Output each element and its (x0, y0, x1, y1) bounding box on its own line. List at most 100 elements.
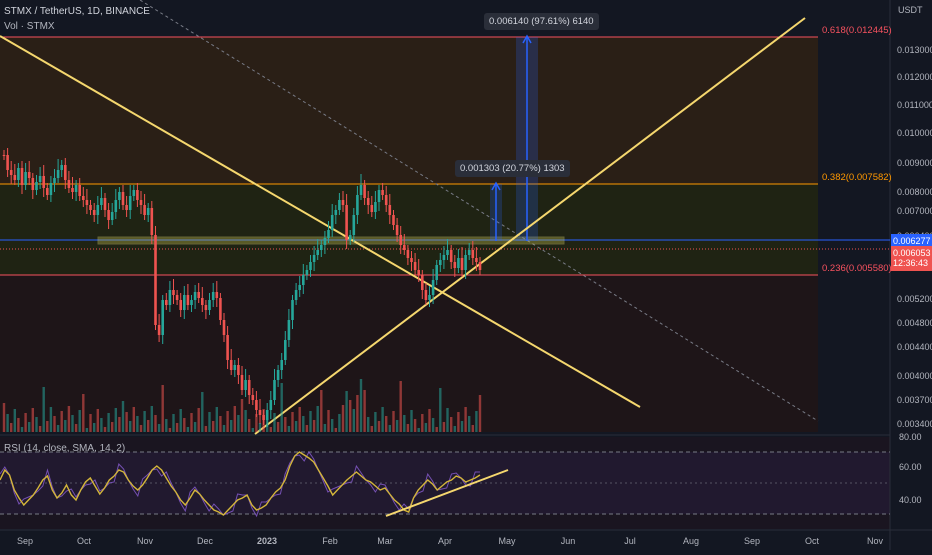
price-tick: 0.004000 (897, 371, 932, 381)
volume-bar (125, 412, 128, 432)
candle-body (82, 196, 85, 200)
volume-bar (280, 383, 283, 432)
candle-body (60, 165, 63, 170)
candle-body (334, 210, 338, 215)
volume-bar (291, 412, 294, 432)
time-tick: May (498, 536, 516, 546)
candle-body (165, 300, 168, 305)
price-tick: 0.004800 (897, 318, 932, 328)
candle-body (110, 212, 114, 220)
volume-bar (186, 427, 190, 432)
price-tick: 0.008000 (897, 187, 932, 197)
volume-bar (215, 407, 218, 432)
candle-body (103, 198, 107, 210)
volume-bar (85, 428, 89, 432)
volume-bar (165, 419, 168, 432)
volume-bar (212, 421, 215, 432)
volume-bar (269, 427, 272, 432)
symbol-legend[interactable]: STMX / TetherUS, 1D, BINANCE (4, 6, 150, 17)
candle-body (413, 262, 417, 270)
candle-body (204, 305, 208, 310)
volume-bar (38, 426, 42, 432)
candle-body (6, 155, 9, 170)
candle-body (403, 245, 406, 250)
volume-bar (161, 385, 164, 432)
candle-body (359, 185, 363, 195)
time-tick: Oct (804, 536, 820, 546)
candle-body (280, 360, 283, 370)
candle-body (384, 195, 388, 205)
volume-bar (172, 414, 175, 432)
candle-body (118, 192, 121, 200)
candle-body (150, 208, 154, 235)
volume-bar (258, 423, 262, 432)
volume-bar (377, 421, 381, 432)
volume-bar (331, 419, 334, 432)
price-tick: 0.011000 (897, 100, 932, 110)
candle-body (17, 168, 20, 180)
candle-body (121, 192, 125, 205)
candle-body (291, 300, 294, 320)
time-tick: Sep (743, 536, 761, 546)
candle-body (24, 172, 27, 185)
volume-bar (312, 420, 316, 432)
volume-bar (349, 400, 352, 432)
candle-body (85, 200, 89, 205)
candle-body (35, 182, 38, 190)
volume-bar (204, 426, 208, 432)
rsi-tick: 60.00 (899, 462, 922, 472)
candle-body (327, 230, 330, 238)
volume-bar (428, 409, 431, 432)
volume-bar (67, 406, 71, 432)
volume-bar (392, 411, 395, 432)
volume-bar (468, 416, 471, 432)
candle-body (20, 168, 24, 185)
candle-body (273, 380, 276, 400)
candle-body (294, 290, 298, 300)
rsi-legend[interactable]: RSI (14, close, SMA, 14, 2) (4, 443, 125, 454)
candle-body (13, 175, 17, 180)
volume-bar (385, 416, 388, 432)
volume-bar (341, 405, 345, 432)
volume-bar (403, 415, 406, 432)
candle-body (208, 300, 211, 310)
time-tick: Jul (624, 536, 636, 546)
price-tick: 0.005200 (897, 294, 932, 304)
candle-body (341, 200, 345, 205)
volume-bar (219, 416, 222, 432)
volume-bar (363, 390, 366, 432)
countdown-tag: 12:36:43 (891, 256, 932, 271)
candle-body (366, 198, 370, 205)
volume-bar (139, 425, 143, 432)
candle-body (9, 170, 13, 175)
candle-body (201, 298, 204, 305)
candle-body (446, 250, 449, 255)
candle-body (305, 270, 309, 275)
volume-bar (294, 421, 298, 432)
volume-bar (287, 426, 291, 432)
volume-bar (100, 418, 103, 432)
volume-legend[interactable]: Vol · STMX (4, 21, 55, 32)
time-tick: Feb (322, 536, 338, 546)
candle-body (457, 258, 460, 268)
volume-bar (35, 417, 38, 432)
price-tick: 0.003400 (897, 419, 932, 429)
volume-bar (46, 421, 49, 432)
volume-bar (446, 408, 449, 432)
candle-body (251, 395, 255, 400)
upper-zone (0, 0, 818, 37)
volume-bar (410, 410, 413, 432)
candle-body (31, 178, 35, 190)
candle-body (219, 298, 222, 320)
candle-body (316, 250, 319, 255)
candle-body (71, 188, 74, 192)
volume-bar (251, 428, 254, 432)
volume-bar (147, 420, 150, 432)
candle-body (211, 292, 215, 300)
candle-body (356, 195, 359, 215)
time-tick: 2023 (256, 536, 278, 546)
volume-bar (367, 417, 370, 432)
volume-bar (464, 407, 467, 432)
